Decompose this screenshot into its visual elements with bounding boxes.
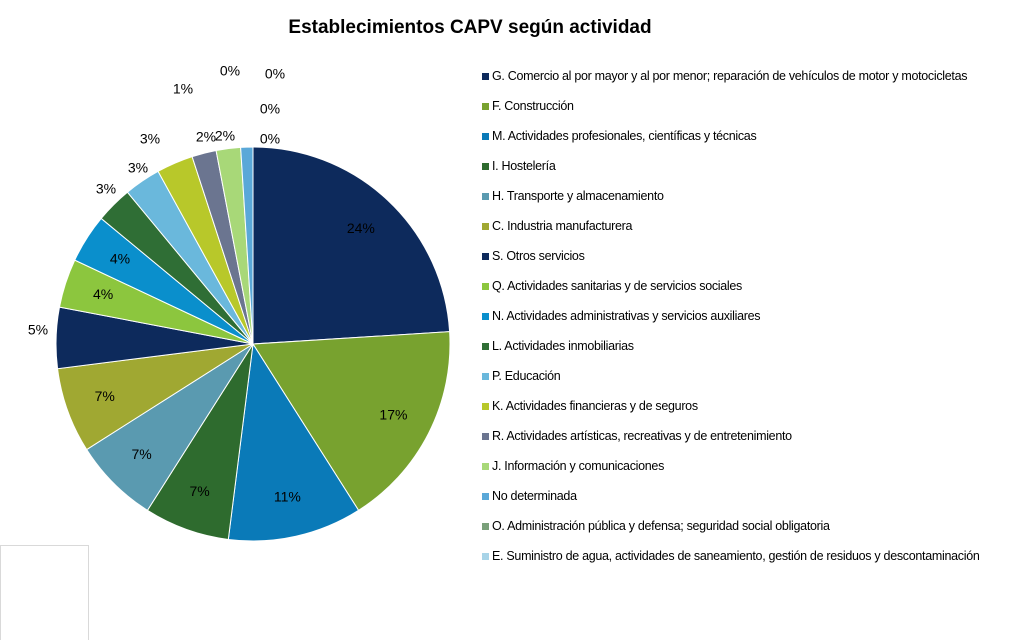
legend-swatch — [482, 523, 489, 530]
legend-label: H. Transporte y almacenamiento — [492, 189, 664, 203]
legend-item: S. Otros servicios — [482, 250, 1002, 280]
legend-item: H. Transporte y almacenamiento — [482, 190, 1002, 220]
legend-item: J. Información y comunicaciones — [482, 460, 1002, 490]
legend-item: F. Construcción — [482, 100, 1002, 130]
legend-item: No determinada — [482, 490, 1002, 520]
data-label: 2% — [215, 128, 235, 144]
legend-swatch — [482, 403, 489, 410]
data-label: 5% — [28, 322, 48, 338]
legend-item: R. Actividades artísticas, recreativas y… — [482, 430, 1002, 460]
legend-item: N. Actividades administrativas y servici… — [482, 310, 1002, 340]
legend-label: J. Información y comunicaciones — [492, 459, 665, 473]
legend-swatch — [482, 343, 489, 350]
data-label: 17% — [379, 406, 407, 422]
legend-item: O. Administración pública y defensa; seg… — [482, 520, 1002, 550]
legend-label: N. Actividades administrativas y servici… — [492, 309, 761, 323]
legend-swatch — [482, 463, 489, 470]
legend-label: R. Actividades artísticas, recreativas y… — [492, 429, 792, 443]
legend-label: I. Hostelería — [492, 159, 556, 173]
pie-slice — [240, 146, 254, 345]
data-label: 2% — [196, 129, 216, 145]
legend-swatch — [482, 433, 489, 440]
legend-item: K. Actividades financieras y de seguros — [482, 400, 1002, 430]
data-label: 0% — [260, 101, 280, 117]
data-label: 7% — [189, 483, 209, 499]
legend-label: L. Actividades inmobiliarias — [492, 339, 634, 353]
data-label: 1% — [173, 81, 193, 97]
data-label: 3% — [96, 181, 116, 197]
data-label: 0% — [265, 66, 285, 82]
legend-label: P. Educación — [492, 369, 561, 383]
data-label: 3% — [128, 160, 148, 176]
pie-slice — [252, 146, 451, 345]
legend-item: M. Actividades profesionales, científica… — [482, 130, 1002, 160]
data-label: 4% — [93, 286, 113, 302]
legend-swatch — [482, 283, 489, 290]
data-label: 3% — [140, 131, 160, 147]
legend-swatch — [482, 493, 489, 500]
legend-swatch — [482, 313, 489, 320]
legend-swatch — [482, 73, 489, 80]
legend-label: Q. Actividades sanitarias y de servicios… — [492, 279, 742, 293]
legend-item: C. Industria manufacturera — [482, 220, 1002, 250]
frame-box — [0, 545, 89, 640]
legend-label: F. Construcción — [492, 99, 574, 113]
legend-swatch — [482, 373, 489, 380]
data-label: 24% — [347, 220, 375, 236]
legend-label: S. Otros servicios — [492, 249, 585, 263]
legend-swatch — [482, 223, 489, 230]
data-label: 7% — [131, 446, 151, 462]
data-label: 11% — [274, 489, 301, 505]
data-label: 0% — [220, 63, 240, 79]
legend-item: G. Comercio al por mayor y al por menor;… — [482, 70, 1002, 100]
legend-label: C. Industria manufacturera — [492, 219, 633, 233]
legend: G. Comercio al por mayor y al por menor;… — [482, 70, 1002, 580]
legend-swatch — [482, 553, 489, 560]
legend-label: G. Comercio al por mayor y al por menor;… — [492, 69, 968, 83]
legend-swatch — [482, 133, 489, 140]
chart-title: Establecimientos CAPV según actividad — [288, 17, 651, 38]
legend-item: I. Hostelería — [482, 160, 1002, 190]
legend-label: E. Suministro de agua, actividades de sa… — [492, 549, 980, 563]
legend-swatch — [482, 103, 489, 110]
legend-item: E. Suministro de agua, actividades de sa… — [482, 550, 1002, 580]
legend-label: K. Actividades financieras y de seguros — [492, 399, 698, 413]
legend-label: O. Administración pública y defensa; seg… — [492, 519, 830, 533]
legend-item: Q. Actividades sanitarias y de servicios… — [482, 280, 1002, 310]
data-label: 7% — [95, 388, 115, 404]
legend-swatch — [482, 193, 489, 200]
legend-label: No determinada — [492, 489, 577, 503]
data-label: 0% — [260, 131, 280, 147]
legend-item: L. Actividades inmobiliarias — [482, 340, 1002, 370]
legend-swatch — [482, 253, 489, 260]
legend-item: P. Educación — [482, 370, 1002, 400]
legend-label: M. Actividades profesionales, científica… — [492, 129, 757, 143]
pie-slice — [227, 342, 360, 542]
data-label: 4% — [110, 250, 130, 266]
legend-swatch — [482, 163, 489, 170]
pie-slice — [252, 331, 451, 512]
